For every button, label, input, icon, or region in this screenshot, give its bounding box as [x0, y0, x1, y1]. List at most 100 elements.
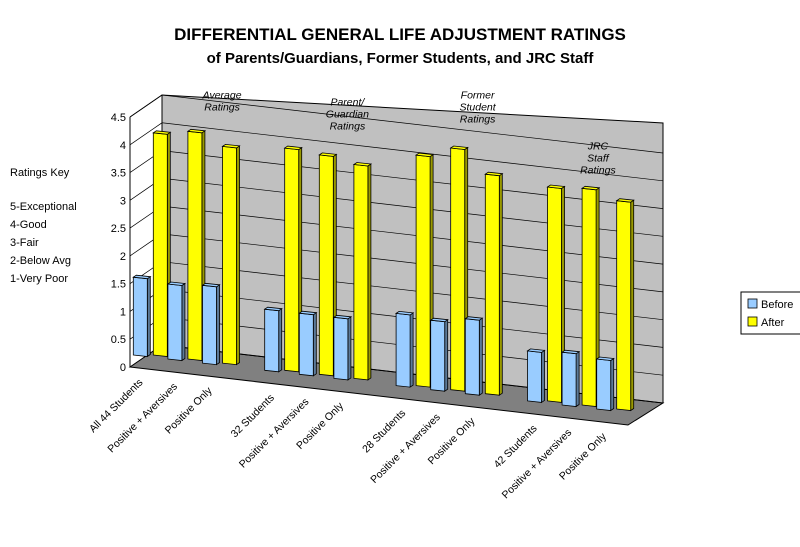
bar-after-front [152, 132, 168, 357]
bar-after-top [283, 145, 303, 151]
bar-before-front [167, 283, 183, 361]
bar-after-front [284, 147, 300, 373]
bar-before-side [216, 284, 220, 366]
bar-before-side [146, 275, 151, 358]
bar-after-top [546, 184, 566, 189]
bar-after-side [367, 163, 372, 381]
bar-after [546, 184, 566, 404]
bar-after [580, 185, 601, 408]
bar-before-top [332, 314, 353, 320]
bar-before-front [527, 350, 542, 403]
bar-before-front [333, 316, 349, 381]
bar-before-top [263, 306, 283, 312]
bar-after-side [630, 199, 635, 412]
bar-after-front [187, 130, 203, 361]
bar-before [298, 310, 318, 377]
bar-after-top [352, 162, 373, 167]
group-label: Average Ratings [202, 89, 242, 113]
bar-before-top [201, 282, 221, 288]
bar-before-top [166, 281, 187, 286]
legend-label-after: After [761, 317, 785, 329]
bar-before [332, 314, 353, 381]
bar-before-top [298, 310, 318, 316]
y-tick-label: 4 [120, 140, 126, 152]
bar-after-top [152, 130, 172, 135]
y-tick-label: 3 [120, 195, 126, 207]
legend-swatch-after [747, 316, 758, 327]
y-tick-label: 1.5 [111, 279, 126, 291]
category-label: Positive + Aversives [105, 381, 180, 456]
bar-after-top [449, 145, 469, 150]
bar-before-front [132, 276, 148, 357]
bar-after-front [616, 200, 632, 411]
bar-after [221, 143, 241, 366]
category-label: Positive + Aversives [368, 411, 443, 486]
ratings-key-item: 1-Very Poor [10, 273, 68, 285]
ratings-key-title: Ratings Key [10, 167, 70, 179]
y-tick-label: 1 [120, 306, 126, 318]
bar-before-side [409, 312, 414, 388]
bar-before [263, 306, 283, 373]
bar-after-front [484, 173, 500, 396]
bar-after-front [222, 145, 237, 366]
bar-before [526, 348, 546, 404]
bar-after-top [186, 128, 207, 134]
bar-after-side [236, 145, 240, 366]
bar-before-side [444, 318, 449, 392]
bar-after-side [498, 172, 503, 396]
bar-before-top [526, 348, 546, 353]
bar-before-front [596, 358, 612, 411]
legend-swatch-before [747, 298, 758, 309]
bar-before-top [132, 274, 152, 280]
bar-after-front [353, 164, 369, 381]
bar-before-top [464, 316, 484, 321]
bar-before [429, 317, 449, 392]
bar-before [595, 356, 615, 412]
bar-after [352, 162, 373, 381]
bar-before-side [181, 282, 186, 362]
bar-before-front [395, 312, 411, 388]
bar-before-top [429, 317, 449, 323]
bar-after [186, 128, 207, 362]
y-tick-label: 3.5 [111, 168, 126, 180]
bar-after-front [581, 187, 597, 407]
bar-after [484, 171, 504, 396]
group-label: JRC Staff Ratings [580, 140, 616, 176]
bar-after-top [580, 185, 601, 191]
bar-before-front [464, 318, 480, 396]
y-tick-label: 0.5 [111, 334, 126, 346]
bar-before-top [595, 356, 615, 361]
chart-subtitle: of Parents/Guardians, Former Students, a… [207, 50, 595, 67]
bar-before [394, 310, 415, 388]
bar-before-top [394, 310, 415, 316]
ratings-key-item: 3-Fair [10, 237, 39, 249]
bar-before-side [610, 357, 615, 412]
bar-before-front [202, 284, 217, 366]
group-label: Parent/Guardian Ratings [326, 96, 369, 132]
gridline [129, 94, 664, 154]
y-tick-label: 2.5 [111, 223, 126, 235]
bar-before [464, 316, 484, 396]
bar-after-top [414, 152, 435, 158]
bar-after-front [415, 154, 431, 388]
bar-before-front [561, 351, 577, 407]
bar-after-top [221, 143, 241, 149]
bar-before-side [278, 307, 283, 373]
bar-before-side [575, 350, 580, 408]
bar-before-front [298, 312, 314, 377]
bar-before-side [478, 317, 483, 396]
bar-after [449, 145, 469, 392]
bar-before-top [560, 349, 581, 355]
bar-after-front [450, 147, 466, 392]
bar-before [201, 282, 221, 366]
chart-title: DIFFERENTIAL GENERAL LIFE ADJUSTMENT RAT… [174, 25, 626, 44]
y-tick-label: 4.5 [111, 112, 126, 124]
bar-before [132, 274, 152, 358]
bar-after-top [484, 171, 504, 177]
bar-after-front [318, 154, 334, 377]
bar-after-front [547, 186, 562, 403]
bar-after-top [318, 152, 338, 157]
gridline [129, 122, 664, 182]
